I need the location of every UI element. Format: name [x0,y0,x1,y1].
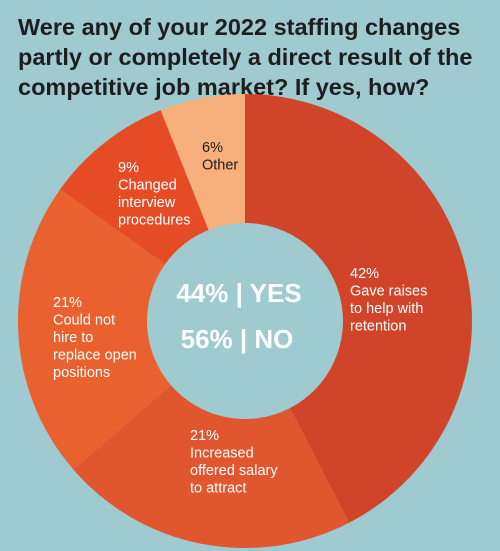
slice-label-4: 6% Other [202,140,238,174]
slice-label-line: 21% [190,428,219,444]
slice-label-line: positions [53,365,110,381]
center-label-yes: 44% | YES [176,278,301,308]
slice-label-line: Other [202,158,238,174]
slice-label-line: Changed [118,178,177,194]
slice-label-2: 21% Could not hire to replace open positions [53,295,137,381]
donut-slices [18,94,473,548]
slice-label-line: retention [350,319,406,335]
slice-label-line: replace open [53,348,137,364]
donut-slice-1 [73,385,350,548]
slice-label-line: Gave raises [350,284,427,300]
donut-slice-2 [18,189,171,470]
slice-label-line: Increased [190,446,254,462]
slice-label-line: 21% [53,295,82,311]
slice-label-0: 42% Gave raises to help with retention [350,266,427,335]
donut-slice-4 [160,94,245,231]
slice-label-line: to attract [190,481,246,497]
slice-label-line: Could not [53,313,115,329]
center-label-no: 56% | NO [181,324,294,354]
slice-label-3: 9% Changed interview procedures [118,160,191,229]
slice-label-line: offered salary [190,463,278,479]
slice-label-1: 21% Increased offered salary to attract [190,428,278,497]
donut-slice-0 [245,94,473,523]
slice-label-line: interview [118,195,176,211]
slice-label-line: 6% [202,140,223,156]
chart-title: Were any of your 2022 staffing changes p… [18,14,473,100]
slice-label-line: to help with [350,301,423,317]
slice-label-line: hire to [53,330,93,346]
slice-label-line: 9% [118,160,139,176]
slice-label-line: 42% [350,266,379,282]
donut-slice-3 [60,110,209,265]
slice-label-line: procedures [118,213,191,229]
slice-labels: 42% Gave raises to help with retention 21% In… [53,140,427,497]
center-summary: 44% | YES 56% | NO [176,278,301,354]
